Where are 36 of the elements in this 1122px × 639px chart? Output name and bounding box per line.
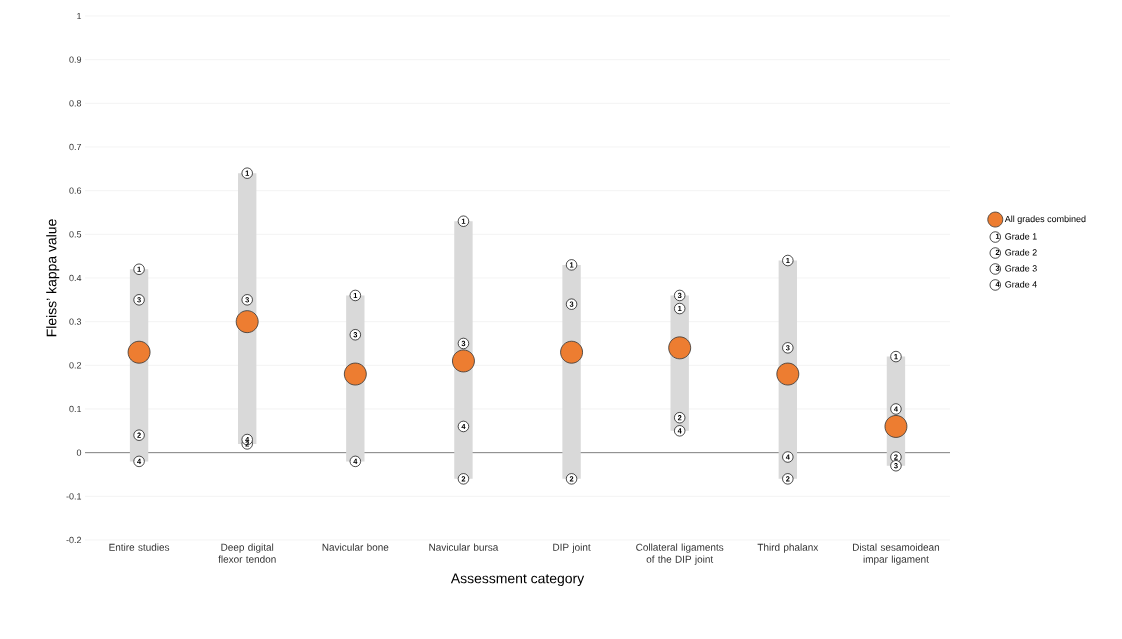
y-tick-label: 0.7 [69,143,82,151]
x-tick-label: Navicular bursa [429,543,499,551]
x-tick-label: DIP joint [553,543,591,553]
legend-label: Grade 3 [1005,265,1037,272]
point [235,310,259,334]
point [127,340,151,364]
point [776,362,800,386]
x-tick-label: Deep digital flexor tendon [218,543,276,563]
x-tick-label: Third phalanx [757,543,819,553]
legend-label: All grades combined [1004,215,1086,224]
point [560,340,583,364]
point [452,349,475,373]
y-tick-label: -0.2 [66,536,82,544]
legend-label: Grade 1 [1005,233,1037,240]
point [343,362,367,386]
legend-label: Grade 4 [1005,280,1037,288]
legend-label: Grade 2 [1005,249,1037,256]
y-tick-label: 0.5 [69,231,82,238]
y-tick-label: 0.1 [69,405,82,413]
y-tick-label: 0.3 [69,318,82,325]
x-tick-label: Collateral ligaments of the DIP joint [636,543,724,565]
x-tick-label: Entire studies [109,543,170,551]
y-tick-label: -0.1 [66,493,82,500]
y-tick-label: 0.2 [69,362,82,369]
x-tick-label: Navicular bone [322,543,389,551]
x-tick-label: Distal sesamoidean impar ligament [853,543,940,565]
y-tick-label: 0.6 [69,187,82,194]
y-tick-label: 0.4 [69,274,82,282]
x-axis-title: Assessment category [450,573,585,587]
point [668,336,692,360]
point [884,415,908,438]
y-tick-label: 0.8 [69,100,82,107]
y-axis-title: Fleiss’ kappa value [46,219,60,337]
y-tick-label: 1 [77,12,82,20]
y-tick-label: 0 [76,449,82,456]
y-tick-label: 0.9 [69,56,82,63]
